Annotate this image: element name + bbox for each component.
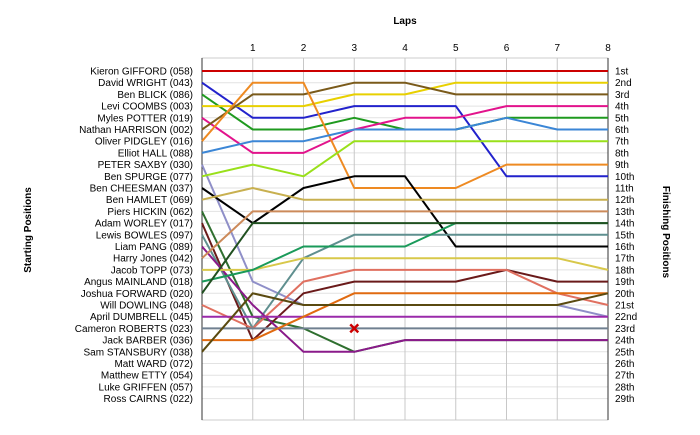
starting-position-label: David WRIGHT (043) bbox=[98, 78, 193, 89]
series-line bbox=[201, 81, 608, 178]
retired-marker-stroke bbox=[349, 323, 360, 334]
starting-position-label: Ben SPURGE (077) bbox=[104, 172, 193, 183]
series-line bbox=[201, 105, 608, 154]
series-line bbox=[201, 140, 608, 178]
series-line bbox=[201, 222, 608, 342]
starting-position-label: Levi COOMBS (003) bbox=[101, 102, 193, 113]
starting-position-label: Lewis BOWLES (097) bbox=[96, 230, 193, 241]
left-axis-title: Starting Positions bbox=[23, 187, 34, 273]
finishing-position-label: 14th bbox=[615, 219, 634, 230]
starting-position-label: Joshua FORWARD (020) bbox=[81, 289, 193, 300]
lap-tick-label: 4 bbox=[402, 43, 408, 54]
finishing-position-label: 8th bbox=[615, 148, 629, 159]
retired-marker-icon bbox=[349, 323, 360, 334]
series-line bbox=[201, 222, 608, 294]
starting-position-label: Ben BLICK (086) bbox=[117, 90, 193, 101]
x-axis-title: Laps bbox=[393, 16, 417, 27]
finishing-position-label: 19th bbox=[615, 277, 634, 288]
starting-position-label: PETER SAXBY (030) bbox=[98, 160, 193, 171]
right-axis-title: Finishing Positions bbox=[660, 186, 671, 279]
finishing-position-label: 16th bbox=[615, 242, 634, 253]
starting-position-label: Ross CAIRNS (022) bbox=[104, 394, 193, 405]
series-line bbox=[201, 116, 608, 154]
lap-tick-label: 6 bbox=[504, 43, 510, 54]
finishing-position-labels: 1st2nd3rd4th5th6th7th8th9th10th11th12th1… bbox=[615, 67, 637, 406]
finishing-position-label: 10th bbox=[615, 172, 634, 183]
starting-position-label: Oliver PIDGLEY (016) bbox=[95, 137, 193, 148]
starting-position-label: Piers HICKIN (062) bbox=[107, 207, 193, 218]
starting-position-label: Ben CHEESMAN (037) bbox=[90, 184, 193, 195]
starting-position-label: Jack BARBER (036) bbox=[102, 336, 193, 347]
series-line bbox=[201, 245, 608, 353]
lap-tick-label: 3 bbox=[351, 43, 357, 54]
lap-tick-label: 1 bbox=[250, 43, 256, 54]
lap-tick-label: 2 bbox=[301, 43, 307, 54]
finishing-position-label: 20th bbox=[615, 289, 634, 300]
starting-position-labels: Kieron GIFFORD (058)David WRIGHT (043)Be… bbox=[75, 67, 193, 406]
finishing-position-label: 3rd bbox=[615, 90, 629, 101]
finishing-position-label: 11th bbox=[615, 184, 634, 195]
finishing-position-label: 9th bbox=[615, 160, 629, 171]
finishing-position-label: 15th bbox=[615, 230, 634, 241]
series-line bbox=[201, 233, 608, 330]
series-line bbox=[201, 268, 609, 330]
finishing-position-label: 6th bbox=[615, 125, 629, 136]
finishing-position-label: 12th bbox=[615, 195, 634, 206]
finishing-position-label: 13th bbox=[615, 207, 634, 218]
series-line bbox=[201, 210, 608, 259]
starting-position-label: Matt WARD (072) bbox=[114, 359, 193, 370]
series-line bbox=[201, 81, 608, 131]
finishing-position-label: 2nd bbox=[615, 78, 632, 89]
starting-position-label: Matthew ETTY (054) bbox=[101, 371, 193, 382]
finishing-position-label: 25th bbox=[615, 347, 634, 358]
finishing-position-label: 27th bbox=[615, 371, 634, 382]
starting-position-label: Myles POTTER (019) bbox=[97, 113, 193, 124]
finishing-position-label: 7th bbox=[615, 137, 629, 148]
finishing-position-label: 22nd bbox=[615, 312, 637, 323]
starting-position-label: Luke GRIFFEN (057) bbox=[99, 382, 193, 393]
finishing-position-label: 1st bbox=[615, 67, 629, 78]
lap-tick-label: 8 bbox=[605, 43, 611, 54]
finishing-position-label: 23rd bbox=[615, 324, 635, 335]
finishing-position-label: 21st bbox=[615, 301, 634, 312]
starting-position-label: Jacob TOPP (073) bbox=[111, 265, 193, 276]
starting-position-label: Angus MAINLAND (018) bbox=[84, 277, 193, 288]
series-lines bbox=[201, 70, 609, 353]
series-line bbox=[201, 81, 608, 189]
lap-tick-label: 7 bbox=[554, 43, 560, 54]
starting-position-label: Adam WORLEY (017) bbox=[95, 219, 193, 230]
finishing-position-label: 29th bbox=[615, 394, 634, 405]
series-line bbox=[202, 292, 608, 342]
starting-position-label: Nathan HARRISON (002) bbox=[79, 125, 193, 136]
starting-position-label: April DUMBRELL (045) bbox=[90, 312, 193, 323]
lap-tick-labels: 1 2 3 4 5 6 7 8 bbox=[250, 43, 611, 54]
starting-position-label: Ben HAMLET (069) bbox=[106, 195, 193, 206]
finishing-position-label: 24th bbox=[615, 336, 634, 347]
finishing-position-label: 17th bbox=[615, 254, 634, 265]
finishing-position-label: 28th bbox=[615, 382, 634, 393]
series-line bbox=[201, 187, 608, 201]
starting-position-label: Harry Jones (042) bbox=[113, 254, 193, 265]
series-line bbox=[202, 81, 608, 108]
finishing-position-label: 26th bbox=[615, 359, 634, 370]
finishing-position-label: 5th bbox=[615, 113, 629, 124]
starting-position-label: Will DOWLING (048) bbox=[100, 301, 193, 312]
finishing-position-label: 4th bbox=[615, 102, 629, 113]
starting-position-label: Liam PANG (089) bbox=[115, 242, 193, 253]
finishing-position-label: 18th bbox=[615, 265, 634, 276]
starting-position-label: Sam STANSBURY (038) bbox=[84, 347, 193, 358]
series-line bbox=[202, 257, 609, 271]
starting-position-label: Cameron ROBERTS (023) bbox=[75, 324, 193, 335]
starting-position-label: Elliot HALL (088) bbox=[118, 148, 193, 159]
series-line bbox=[201, 292, 609, 353]
lap-tick-label: 5 bbox=[453, 43, 459, 54]
starting-position-label: Kieron GIFFORD (058) bbox=[90, 67, 193, 78]
